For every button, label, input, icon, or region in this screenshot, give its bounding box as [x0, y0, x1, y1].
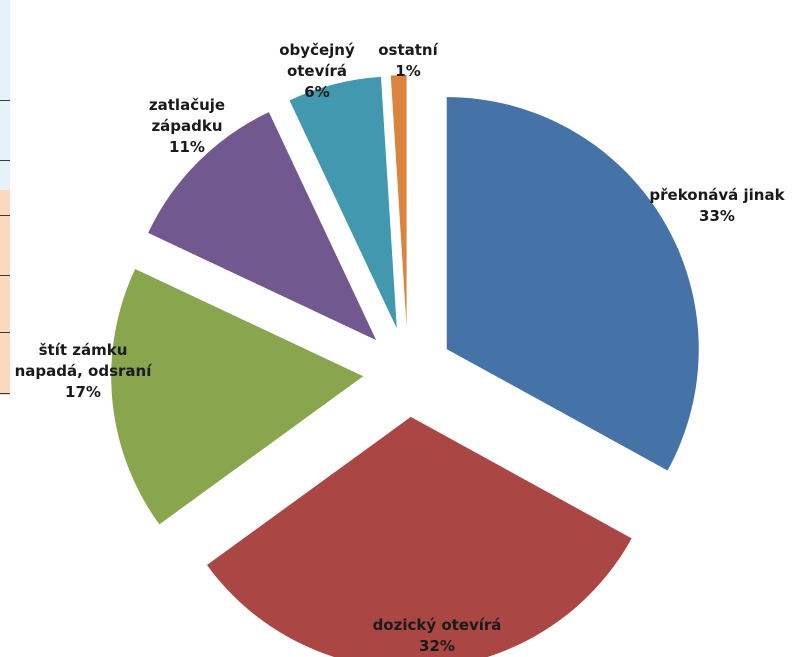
slice-name-label: obyčejný: [279, 41, 355, 59]
slice-label: překonává jinak 33%: [649, 186, 785, 225]
slice-percent-label: 33%: [699, 207, 735, 225]
slice-name-label: západku: [151, 117, 222, 135]
spreadsheet-gridline: [0, 332, 10, 333]
slice-label: dozický otevírá 32%: [373, 616, 502, 655]
slice-percent-label: 6%: [304, 83, 329, 101]
slice-label: zatlačuje západku 11%: [149, 96, 225, 156]
slice-label: ostatní 1%: [378, 41, 438, 80]
pie-slice: [111, 268, 364, 525]
slice-name-label: překonává jinak: [649, 186, 785, 204]
spreadsheet-gridline: [0, 215, 10, 216]
slice-percent-label: 17%: [65, 383, 101, 401]
pie-slice: [446, 97, 699, 471]
slice-label: obyčejný otevírá 6%: [279, 41, 355, 101]
spreadsheet-gridline: [0, 275, 10, 276]
spreadsheet-edge-blue: [0, 0, 10, 190]
spreadsheet-gridline: [0, 160, 10, 161]
slice-name-label: dozický otevírá: [373, 616, 502, 634]
slice-percent-label: 32%: [419, 637, 455, 655]
slice-name-label: zatlačuje: [149, 96, 225, 114]
slice-name-label: otevírá: [287, 62, 347, 80]
pie-slice: [148, 112, 377, 341]
spreadsheet-gridline: [0, 393, 10, 394]
pie-slice: [206, 416, 632, 657]
slice-label: štít zámku napadá, odsraní 17%: [15, 341, 153, 401]
spreadsheet-edge-orange: [0, 190, 10, 395]
slice-name-label: ostatní: [378, 41, 438, 59]
spreadsheet-gridline: [0, 100, 10, 101]
pie-slice: [289, 76, 397, 329]
slice-name-label: napadá, odsraní: [15, 362, 153, 380]
slice-name-label: štít zámku: [39, 341, 128, 359]
pie-slice: [390, 75, 407, 328]
slice-percent-label: 1%: [395, 62, 420, 80]
slice-percent-label: 11%: [169, 138, 205, 156]
